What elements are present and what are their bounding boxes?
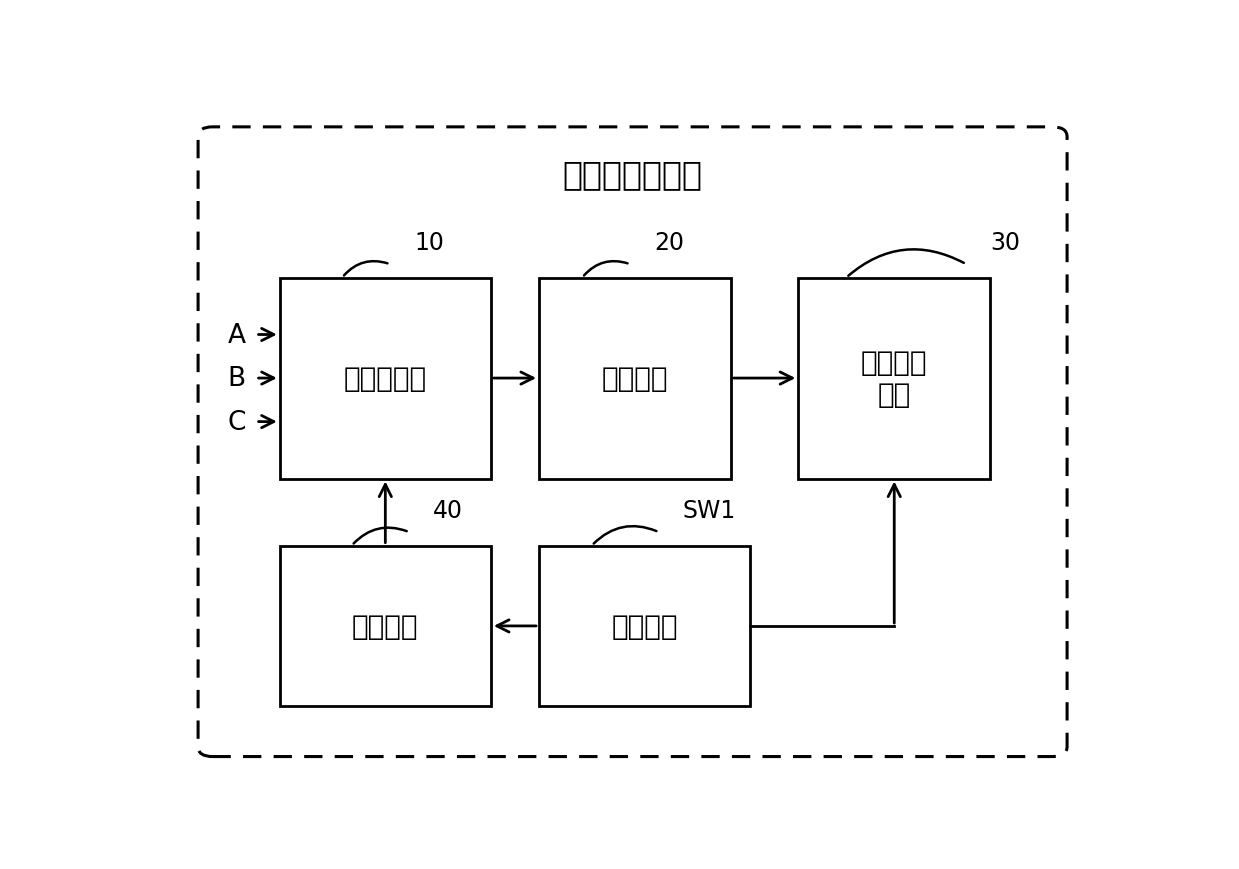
Text: 30: 30 bbox=[990, 231, 1020, 255]
Bar bbox=[539, 546, 751, 706]
Text: SW1: SW1 bbox=[683, 499, 736, 522]
Text: A: A bbox=[228, 322, 245, 348]
Text: 供电电源: 供电电源 bbox=[352, 613, 419, 640]
Bar bbox=[798, 278, 990, 479]
Bar bbox=[280, 278, 491, 479]
Text: 压力开关: 压力开关 bbox=[611, 613, 678, 640]
Text: 20: 20 bbox=[654, 231, 684, 255]
Text: 整流电路: 整流电路 bbox=[602, 365, 668, 393]
Text: 继电器模组: 继电器模组 bbox=[343, 365, 427, 393]
Text: B: B bbox=[228, 366, 245, 392]
Bar bbox=[280, 546, 491, 706]
Bar bbox=[539, 278, 731, 479]
Text: C: C bbox=[227, 409, 245, 435]
Text: 压缩机驱动装置: 压缩机驱动装置 bbox=[563, 158, 703, 191]
Text: 40: 40 bbox=[434, 499, 463, 522]
FancyBboxPatch shape bbox=[198, 128, 1067, 757]
Text: 10: 10 bbox=[414, 231, 444, 255]
Text: 驱动控制
电路: 驱动控制 电路 bbox=[861, 348, 928, 408]
